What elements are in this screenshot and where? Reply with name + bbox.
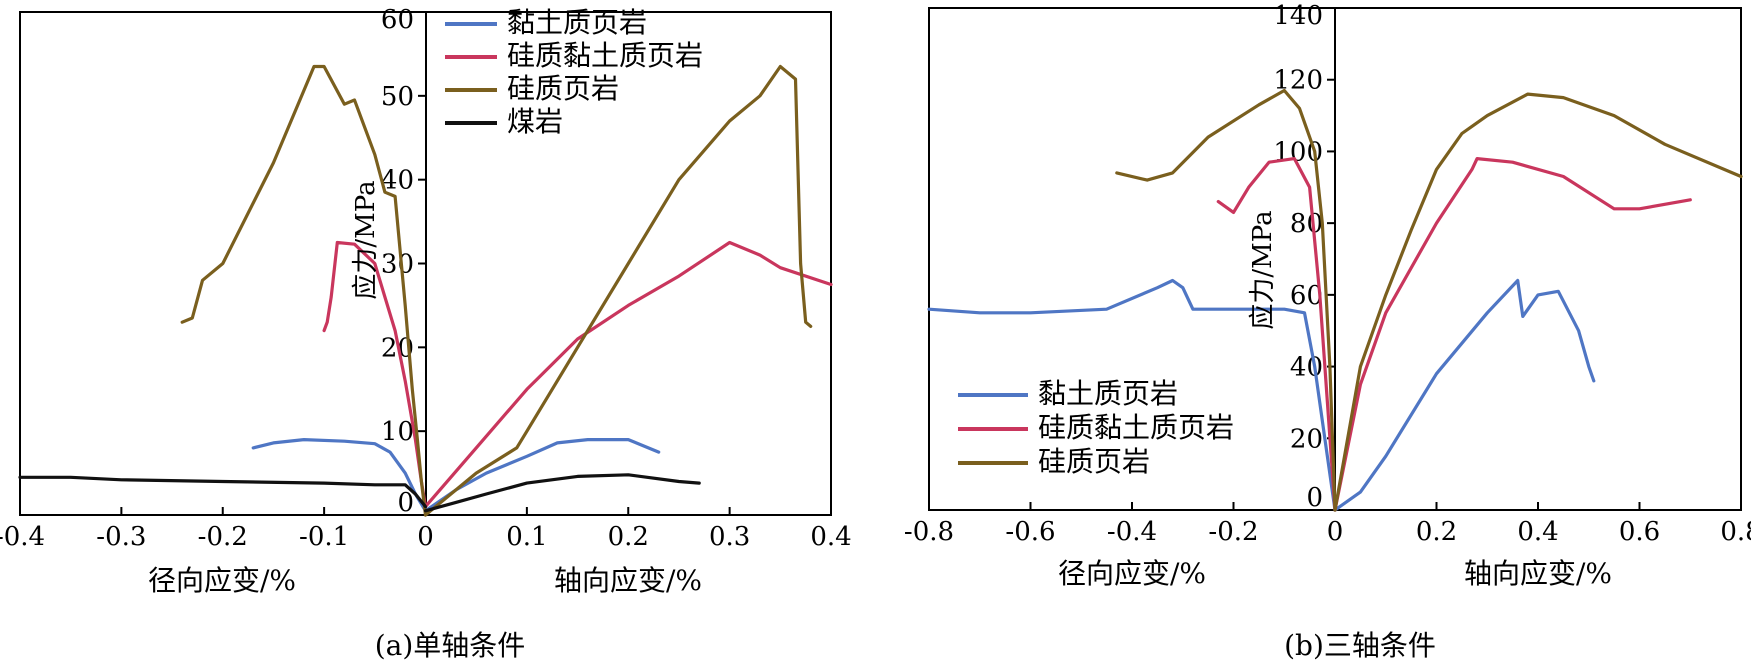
x-tick-label-b: 0.6 — [1619, 517, 1660, 547]
x-tick-label-a: 0.4 — [810, 522, 851, 552]
radial-strain-label-b: 径向应变/% — [1058, 557, 1206, 590]
y-tick-label-a: 40 — [381, 166, 414, 196]
series-line-axial-a-2 — [423, 64, 813, 517]
series-line-radial-b-0 — [927, 278, 1337, 512]
legend-label-a-1: 硅质黏土质页岩 — [507, 39, 703, 72]
x-tick-label-a: 0.3 — [709, 522, 750, 552]
y-tick-label-b: 80 — [1290, 209, 1323, 239]
legend-label-a-0: 黏土质页岩 — [507, 6, 647, 39]
caption-b: (b)三轴条件 — [1284, 629, 1436, 662]
x-tick-label-a: -0.1 — [299, 522, 349, 552]
y-tick-label-b: 40 — [1290, 353, 1323, 383]
series-group-b — [927, 88, 1743, 512]
x-tick-label-a: 0.2 — [608, 522, 649, 552]
y-tick-label-b: 20 — [1290, 424, 1323, 454]
legend-label-b-2: 硅质页岩 — [1038, 445, 1150, 478]
axial-strain-label-a: 轴向应变/% — [554, 564, 702, 597]
legend-label-a-3: 煤岩 — [507, 105, 563, 138]
series-line-radial-a-1 — [322, 240, 428, 509]
x-tick-label-b: 0.2 — [1416, 517, 1457, 547]
series-line-axial-b-0 — [1333, 278, 1596, 512]
series-line-radial-a-3 — [18, 475, 428, 509]
axial-strain-label-b: 轴向应变/% — [1464, 557, 1612, 590]
y-tick-label-a: 60 — [381, 5, 414, 35]
y-tick-label-b: 0 — [1306, 483, 1323, 513]
x-tick-label-a: 0 — [417, 522, 434, 552]
x-tick-label-b: -0.2 — [1208, 517, 1258, 547]
series-line-radial-a-0 — [251, 438, 428, 513]
y-tick-label-a: 30 — [381, 250, 414, 280]
caption-a: (a)单轴条件 — [375, 629, 526, 662]
panel-uniaxial: -0.4-0.3-0.2-0.100.10.20.30.401020304050… — [0, 5, 852, 662]
series-line-radial-a-2 — [180, 64, 428, 517]
y-tick-label-a: 0 — [397, 488, 414, 518]
x-tick-label-b: 0.8 — [1720, 517, 1751, 547]
x-tick-label-a: -0.3 — [96, 522, 146, 552]
x-tick-label-b: -0.6 — [1005, 517, 1055, 547]
panel-triaxial: -0.8-0.6-0.4-0.200.20.40.60.802040608010… — [904, 1, 1751, 662]
x-tick-label-b: -0.8 — [904, 517, 954, 547]
legend-label-b-1: 硅质黏土质页岩 — [1038, 411, 1234, 444]
series-line-axial-b-2 — [1333, 92, 1743, 512]
series-line-radial-b-1 — [1216, 157, 1337, 512]
legend-label-b-0: 黏土质页岩 — [1038, 377, 1178, 410]
y-tick-label-a: 50 — [381, 82, 414, 112]
y-axis-label-a: 应力/MPa — [351, 180, 381, 299]
y-tick-label-b: 140 — [1273, 1, 1323, 31]
x-tick-label-a: -0.4 — [0, 522, 45, 552]
x-tick-label-a: 0.1 — [506, 522, 547, 552]
y-axis-label-b: 应力/MPa — [1248, 210, 1278, 329]
x-tick-label-b: 0.4 — [1517, 517, 1558, 547]
y-tick-label-a: 10 — [381, 417, 414, 447]
series-line-axial-a-1 — [423, 240, 833, 509]
legend-label-a-2: 硅质页岩 — [507, 72, 619, 105]
series-line-axial-a-3 — [423, 473, 701, 513]
radial-strain-label-a: 径向应变/% — [148, 564, 296, 597]
x-tick-label-a: -0.2 — [198, 522, 248, 552]
x-tick-label-b: 0 — [1327, 517, 1344, 547]
series-line-radial-b-2 — [1115, 88, 1337, 512]
series-line-axial-b-1 — [1333, 157, 1692, 512]
series-group-a — [18, 64, 833, 517]
x-tick-label-b: -0.4 — [1107, 517, 1157, 547]
